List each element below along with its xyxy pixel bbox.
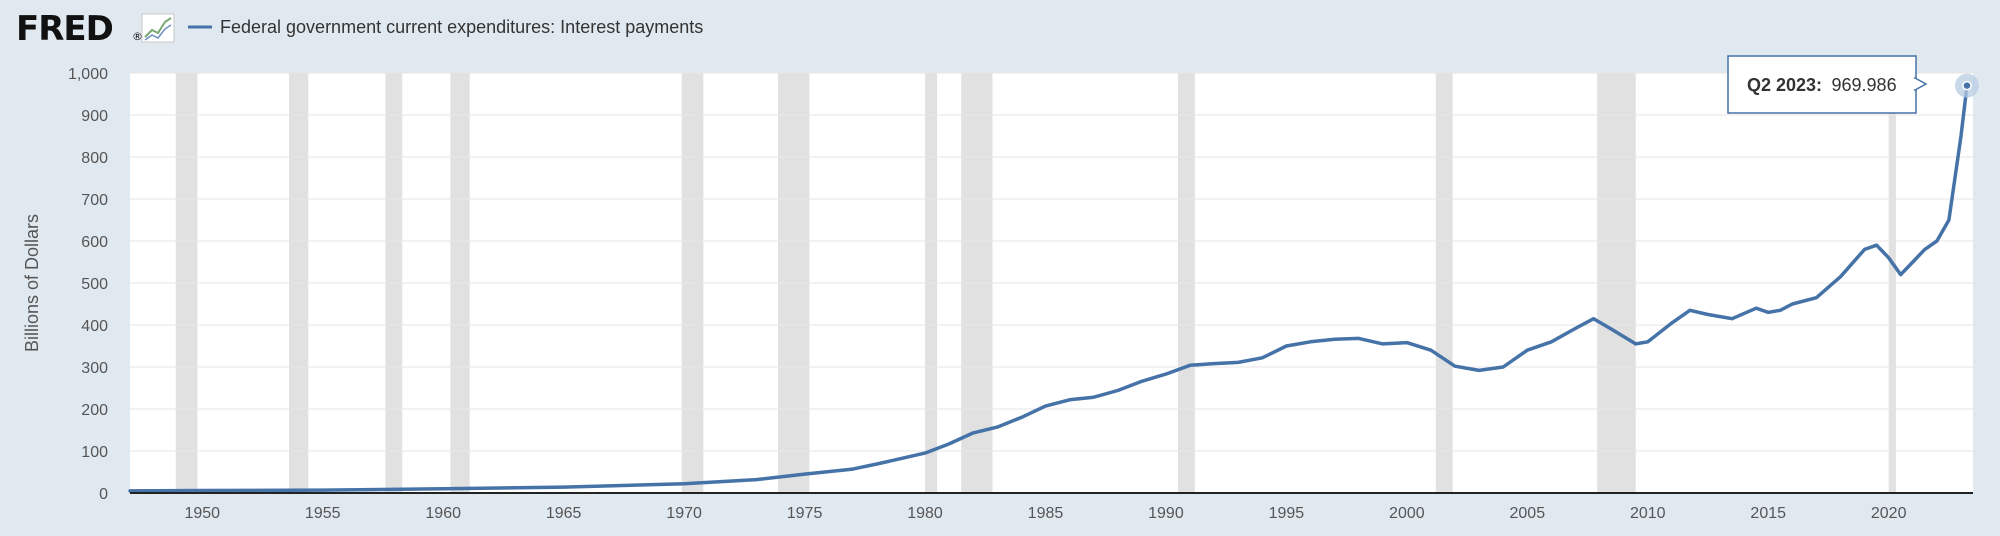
y-tick-label: 600 bbox=[81, 234, 108, 251]
fred-logo-text[interactable]: FRED bbox=[16, 9, 114, 49]
tooltip-box bbox=[1727, 55, 1917, 114]
y-tick-label: 0 bbox=[99, 486, 108, 503]
x-tick-labels: 1950 1955 1960 1965 1970 1975 1980 1985 1990 1995… bbox=[184, 505, 1906, 522]
fred-logo-reg-mark: ® bbox=[132, 30, 143, 43]
y-tick-labels: 0 100 200 300 400 500 600 700 800 900 1,000 bbox=[68, 66, 108, 503]
tooltip-text: Q2 2023: 969.986 bbox=[1747, 75, 1897, 95]
fred-logo[interactable]: FRED ® bbox=[16, 9, 175, 49]
y-tick-label: 800 bbox=[81, 150, 108, 167]
y-gridlines bbox=[130, 72, 1973, 452]
line-chart-icon bbox=[141, 13, 175, 43]
x-tick-label: 1990 bbox=[1148, 505, 1184, 522]
y-tick-label: 900 bbox=[81, 108, 108, 125]
x-tick-label: 1955 bbox=[305, 505, 341, 522]
legend[interactable]: Federal government current expenditures:… bbox=[188, 17, 703, 37]
series-line[interactable] bbox=[128, 83, 1969, 493]
legend-label[interactable]: Federal government current expenditures:… bbox=[220, 17, 703, 37]
x-tick-label: 1975 bbox=[787, 505, 823, 522]
tooltip-value: 969.986 bbox=[1832, 75, 1897, 95]
highlight-point[interactable] bbox=[1962, 80, 1972, 91]
x-tick-label: 1950 bbox=[184, 505, 220, 522]
x-tick-label: 2015 bbox=[1750, 505, 1786, 522]
x-tick-label: 2010 bbox=[1630, 505, 1666, 522]
x-tick-label: 1985 bbox=[1028, 505, 1064, 522]
x-tick-label: 1980 bbox=[907, 505, 943, 522]
series-layer[interactable] bbox=[128, 73, 1979, 493]
x-tick-label: 2005 bbox=[1510, 505, 1546, 522]
tooltip-label: Q2 2023: bbox=[1747, 75, 1822, 95]
y-tick-label: 200 bbox=[81, 402, 108, 419]
x-tick-label: 1960 bbox=[425, 505, 461, 522]
y-tick-label: 300 bbox=[81, 360, 108, 377]
x-tick-label: 1970 bbox=[666, 505, 702, 522]
y-tick-label: 100 bbox=[81, 444, 108, 461]
y-axis-label: Billions of Dollars bbox=[22, 214, 42, 352]
y-tick-label: 1,000 bbox=[68, 66, 108, 83]
y-tick-label: 400 bbox=[81, 318, 108, 335]
x-tick-label: 2000 bbox=[1389, 505, 1425, 522]
y-tick-label: 700 bbox=[81, 192, 108, 209]
y-tick-label: 500 bbox=[81, 276, 108, 293]
x-tick-label: 1965 bbox=[546, 505, 582, 522]
x-tick-label: 1995 bbox=[1269, 505, 1305, 522]
x-tick-label: 2020 bbox=[1871, 505, 1907, 522]
tooltip: Q2 2023: 969.986 bbox=[1727, 55, 1928, 114]
